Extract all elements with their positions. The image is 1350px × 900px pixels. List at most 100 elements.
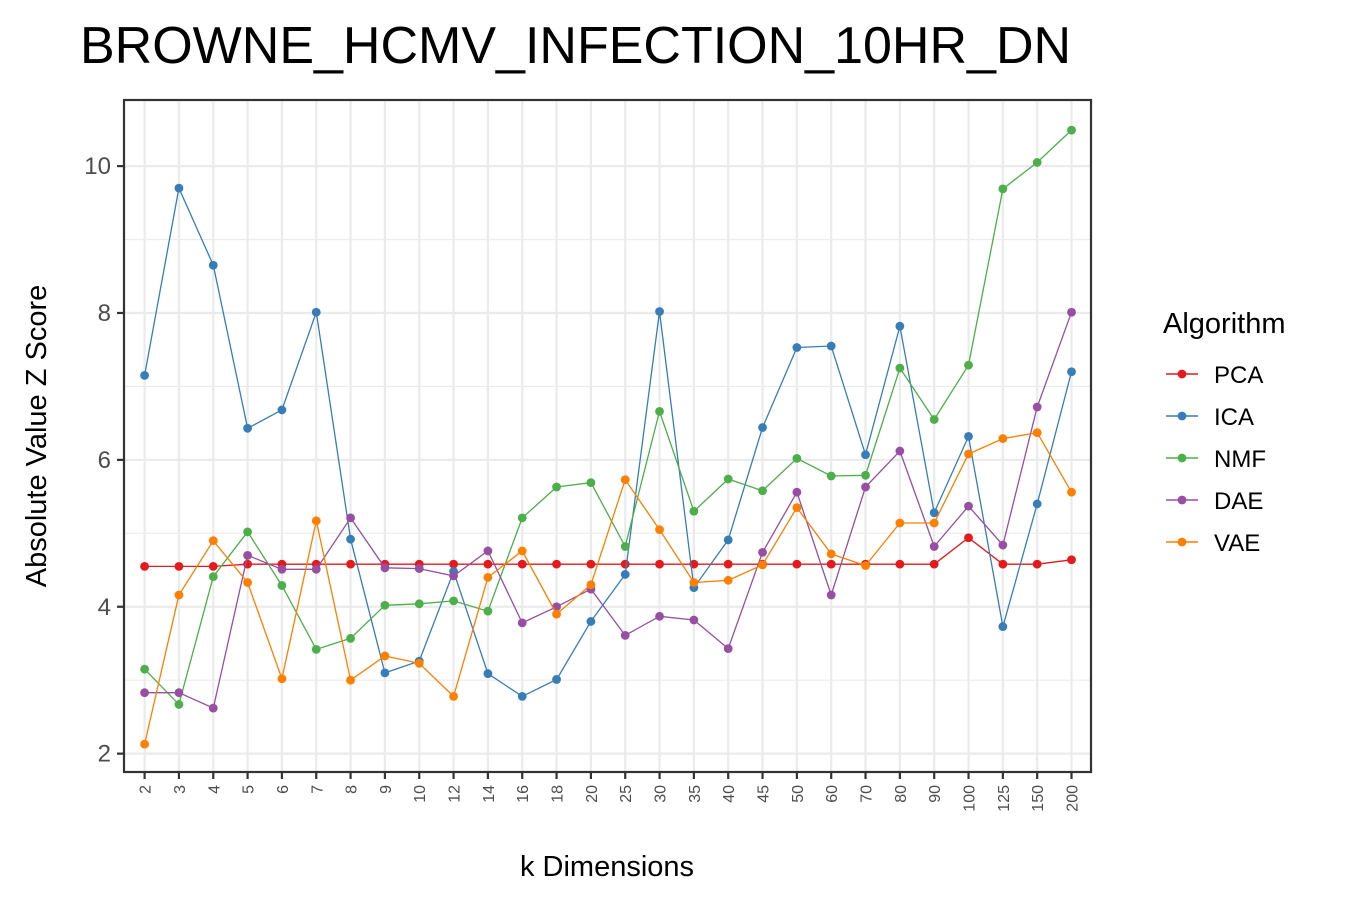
ica-point bbox=[655, 307, 664, 316]
vae-point bbox=[998, 434, 1008, 443]
legend-title: Algorithm bbox=[1163, 308, 1286, 340]
ica-point bbox=[586, 617, 596, 626]
nmf-point bbox=[1032, 158, 1042, 167]
vae-point bbox=[929, 518, 939, 528]
ica-point bbox=[311, 307, 321, 317]
dae-point bbox=[929, 542, 939, 551]
pca-point bbox=[998, 559, 1008, 569]
pca-point bbox=[655, 559, 664, 569]
x-tick-label: 5 bbox=[241, 785, 258, 794]
legend-item-nmf: NMF bbox=[1166, 446, 1266, 473]
ica-point bbox=[826, 341, 836, 351]
ica-point bbox=[552, 675, 561, 684]
pca-point bbox=[723, 559, 733, 569]
pca-point bbox=[1067, 555, 1076, 565]
x-tick-label: 40 bbox=[721, 785, 738, 803]
legend-label: DAE bbox=[1214, 488, 1263, 515]
dae-point bbox=[861, 482, 870, 492]
ica-point bbox=[792, 343, 802, 352]
x-tick-label: 6 bbox=[275, 785, 292, 794]
ica-point bbox=[1067, 367, 1076, 377]
vae-point bbox=[689, 578, 699, 587]
nmf-point bbox=[346, 633, 355, 643]
ica-point bbox=[964, 431, 973, 441]
x-tick-label: 100 bbox=[962, 785, 979, 812]
dae-point bbox=[380, 563, 390, 573]
ica-point bbox=[174, 183, 184, 193]
nmf-point bbox=[586, 478, 596, 488]
vae-point bbox=[586, 580, 596, 590]
nmf-point bbox=[311, 644, 321, 654]
ica-point bbox=[380, 668, 390, 678]
y-tick-label: 6 bbox=[98, 447, 111, 474]
x-tick-label: 50 bbox=[790, 785, 807, 803]
plot-panel-border bbox=[122, 98, 1093, 774]
pca-point bbox=[483, 559, 493, 569]
x-tick-label: 70 bbox=[859, 785, 876, 803]
pca-point bbox=[964, 533, 973, 543]
dae-point bbox=[1032, 402, 1042, 412]
vae-point bbox=[1067, 487, 1076, 497]
vae-point bbox=[723, 575, 733, 585]
x-tick-label: 12 bbox=[447, 785, 464, 803]
ica-point bbox=[243, 423, 252, 433]
ica-point bbox=[929, 508, 939, 518]
grid bbox=[124, 100, 1091, 772]
x-tick-label: 14 bbox=[481, 785, 498, 803]
nmf-point bbox=[861, 470, 870, 480]
nmf-point bbox=[655, 406, 664, 416]
x-tick-label: 30 bbox=[653, 785, 670, 803]
ica-point bbox=[895, 321, 905, 331]
nmf-point bbox=[174, 700, 184, 709]
dae-point bbox=[311, 564, 321, 574]
ica-point bbox=[208, 260, 218, 270]
legend-label: PCA bbox=[1214, 362, 1263, 389]
nmf-point bbox=[552, 482, 561, 492]
nmf-point bbox=[826, 471, 836, 481]
y-tick-label: 4 bbox=[98, 594, 111, 621]
dae-point bbox=[655, 611, 664, 621]
dae-point bbox=[414, 564, 424, 573]
pca-point bbox=[826, 559, 836, 569]
dae-point bbox=[689, 615, 699, 625]
dae-point bbox=[792, 487, 802, 497]
nmf-point bbox=[620, 542, 630, 551]
ica-point bbox=[346, 534, 355, 544]
ica-point bbox=[998, 622, 1008, 631]
vae-point bbox=[311, 516, 321, 526]
nmf-point bbox=[1067, 125, 1076, 135]
nmf-point bbox=[998, 184, 1008, 194]
nmf-point bbox=[517, 513, 527, 523]
pca-line bbox=[144, 536, 1072, 568]
legend: Algorithm PCA ICA NMF DAE VAE bbox=[1163, 308, 1286, 557]
nmf-point bbox=[483, 606, 493, 616]
x-tick-label: 35 bbox=[687, 785, 704, 803]
nmf-point bbox=[414, 599, 424, 609]
vae-point bbox=[140, 739, 150, 749]
dae-point bbox=[483, 546, 493, 556]
dae-line bbox=[144, 311, 1073, 710]
x-tick-label: 90 bbox=[927, 785, 944, 803]
legend-label: VAE bbox=[1214, 530, 1260, 557]
x-tick-label: 45 bbox=[756, 785, 773, 803]
x-tick-label: 9 bbox=[378, 785, 395, 794]
nmf-point bbox=[895, 363, 905, 373]
x-tick-label: 25 bbox=[618, 785, 635, 803]
ica-line bbox=[143, 185, 1073, 698]
nmf-point bbox=[758, 486, 767, 496]
pca-point bbox=[208, 561, 218, 571]
vae-point bbox=[895, 518, 905, 528]
series-lines bbox=[140, 125, 1076, 749]
nmf-point bbox=[792, 454, 802, 463]
pca-point bbox=[620, 559, 630, 569]
nmf-point bbox=[449, 596, 458, 606]
pca-point bbox=[792, 559, 802, 569]
vae-point bbox=[1032, 428, 1042, 438]
pca-point bbox=[517, 559, 527, 569]
vae-point bbox=[414, 658, 424, 668]
x-tick-label: 125 bbox=[996, 785, 1013, 812]
vae-point bbox=[449, 691, 458, 701]
pca-point bbox=[895, 559, 905, 569]
dae-point bbox=[449, 571, 458, 581]
